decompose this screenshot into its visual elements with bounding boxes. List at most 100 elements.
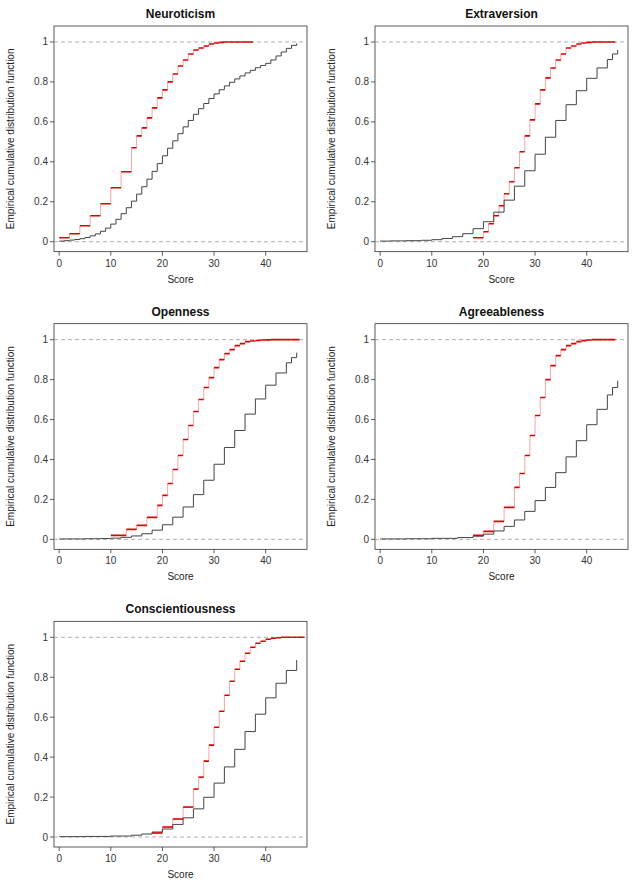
ecdf-level bbox=[245, 652, 250, 654]
x-tick bbox=[214, 847, 215, 851]
x-tick bbox=[110, 252, 111, 256]
ecdf-level bbox=[121, 171, 131, 173]
x-tick bbox=[214, 252, 215, 256]
ecdf-level bbox=[494, 521, 504, 523]
y-tick bbox=[50, 539, 54, 540]
x-tick-label: 30 bbox=[529, 258, 541, 269]
x-axis-label: Score bbox=[167, 571, 194, 582]
ecdf-level bbox=[561, 349, 566, 351]
y-tick bbox=[50, 41, 54, 42]
ecdf-level bbox=[281, 339, 286, 341]
ecdf-level bbox=[286, 339, 291, 341]
y-tick-label: 0.8 bbox=[34, 374, 48, 385]
ecdf-level bbox=[142, 127, 147, 129]
ecdf-level bbox=[286, 637, 291, 639]
y-tick bbox=[50, 837, 54, 838]
ecdf-level bbox=[131, 147, 136, 149]
plot-frame bbox=[54, 26, 307, 252]
x-tick bbox=[162, 252, 163, 256]
ecdf-level bbox=[173, 469, 178, 471]
x-axis-label: Score bbox=[167, 869, 194, 880]
reference-line bbox=[375, 241, 628, 242]
x-tick-label: 10 bbox=[105, 555, 117, 566]
x-tick bbox=[380, 252, 381, 256]
ecdf-level bbox=[271, 638, 276, 640]
plot-frame bbox=[375, 26, 628, 252]
panel: 01020304000.20.40.60.81OpennessScoreEmpi… bbox=[5, 305, 307, 583]
title: Extraversion bbox=[465, 7, 538, 21]
y-tick-label: 0.6 bbox=[34, 414, 48, 425]
ecdf-level bbox=[90, 215, 100, 217]
ecdf-level bbox=[152, 832, 162, 834]
ecdf-level bbox=[183, 59, 188, 61]
y-tick bbox=[50, 717, 54, 718]
x-tick bbox=[162, 549, 163, 553]
ecdf-level bbox=[504, 193, 509, 195]
x-tick bbox=[535, 549, 536, 553]
step-connector bbox=[162, 637, 296, 833]
ecdf-level bbox=[602, 41, 607, 43]
y-tick bbox=[371, 241, 375, 242]
ecdf-level bbox=[582, 340, 587, 342]
ecdf-level bbox=[592, 41, 597, 43]
figure: 01020304000.20.40.60.81NeuroticismScoreE… bbox=[0, 0, 642, 893]
ecdf-level bbox=[204, 387, 209, 389]
ecdf-level bbox=[188, 53, 193, 55]
ecdf-level bbox=[199, 47, 204, 49]
y-tick bbox=[50, 201, 54, 202]
y-tick bbox=[50, 379, 54, 380]
y-tick-label: 1 bbox=[363, 334, 369, 345]
ecdf-level bbox=[162, 826, 172, 828]
y-tick-label: 0 bbox=[42, 534, 48, 545]
ecdf-level bbox=[224, 41, 229, 43]
ecdf-level bbox=[178, 455, 183, 457]
y-tick-label: 0.8 bbox=[34, 672, 48, 683]
ecdf-level bbox=[473, 535, 483, 537]
ecdf-level bbox=[137, 135, 142, 137]
ecdf-level bbox=[576, 341, 581, 343]
title: Conscientiousness bbox=[125, 602, 235, 616]
y-tick-label: 0.2 bbox=[34, 494, 48, 505]
x-tick-label: 20 bbox=[478, 258, 490, 269]
x-tick-label: 20 bbox=[157, 555, 169, 566]
ecdf-level bbox=[607, 41, 615, 43]
ecdf-level bbox=[276, 637, 281, 639]
reference-line bbox=[375, 41, 628, 42]
ecdf-level bbox=[561, 53, 566, 55]
ecdf-level bbox=[525, 455, 530, 457]
ecdf-level bbox=[250, 646, 255, 648]
ecdf-level bbox=[276, 339, 281, 341]
x-tick bbox=[59, 549, 60, 553]
y-tick-label: 0 bbox=[363, 236, 369, 247]
x-tick bbox=[586, 549, 587, 553]
ecdf-level bbox=[209, 744, 214, 746]
y-tick bbox=[371, 539, 375, 540]
title: Neuroticism bbox=[146, 7, 215, 21]
ecdf-level bbox=[214, 42, 219, 44]
y-axis-label: Empirical cumulative distribution functi… bbox=[5, 49, 16, 230]
y-axis-label: Empirical cumulative distribution functi… bbox=[5, 644, 16, 825]
ecdf-level bbox=[126, 529, 136, 531]
y-tick-label: 1 bbox=[42, 36, 48, 47]
x-tick-label: 20 bbox=[478, 555, 490, 566]
x-tick-label: 30 bbox=[208, 853, 220, 864]
y-tick-label: 0.8 bbox=[355, 374, 369, 385]
y-tick-label: 0.4 bbox=[34, 752, 48, 763]
x-tick bbox=[162, 847, 163, 851]
x-tick bbox=[214, 549, 215, 553]
ecdf-level bbox=[514, 487, 519, 489]
plot-frame bbox=[54, 621, 307, 847]
ecdf-level bbox=[520, 473, 525, 475]
x-tick bbox=[431, 549, 432, 553]
plot-area bbox=[375, 340, 628, 540]
y-tick-label: 0.4 bbox=[34, 156, 48, 167]
ecdf-level bbox=[602, 339, 607, 341]
y-tick bbox=[371, 459, 375, 460]
y-tick bbox=[50, 339, 54, 340]
ecdf-level bbox=[147, 517, 157, 519]
ecdf-level bbox=[292, 637, 297, 639]
x-tick-label: 0 bbox=[377, 258, 383, 269]
ecdf-level bbox=[514, 167, 519, 169]
y-tick-label: 0.6 bbox=[34, 116, 48, 127]
y-tick bbox=[371, 419, 375, 420]
